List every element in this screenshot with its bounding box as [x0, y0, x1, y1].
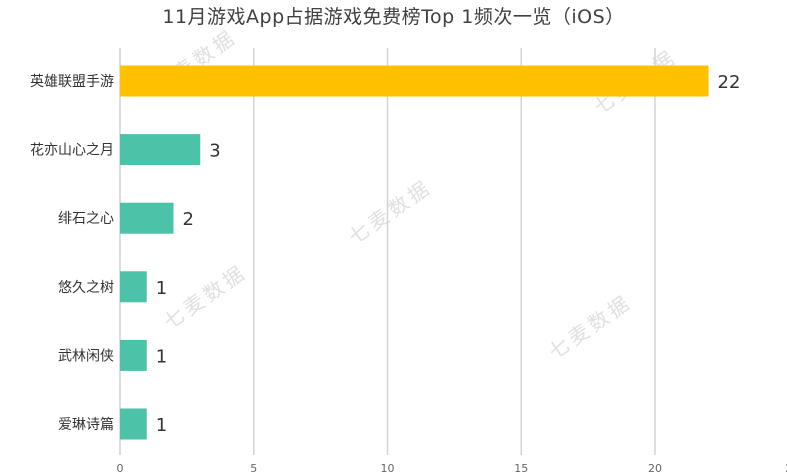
value-label: 22: [718, 72, 741, 93]
chart-title: 11月游戏App占据游戏免费榜Top 1频次一览（iOS）: [162, 6, 625, 28]
category-label: 花亦山心之月: [30, 143, 114, 159]
category-label: 悠久之树: [58, 280, 114, 296]
x-tick-label: 20: [648, 462, 662, 475]
bar: [120, 65, 709, 97]
bar: [120, 339, 147, 371]
watermark-text: 七麦数据: [344, 174, 436, 249]
category-label: 武林闲侠: [58, 348, 114, 364]
category-label: 英雄联盟手游: [30, 73, 114, 90]
gridlines: [119, 48, 656, 455]
bar: [120, 408, 147, 440]
x-tick-label: 5: [250, 462, 257, 475]
watermark-text: 七麦数据: [544, 289, 636, 364]
bar: [120, 271, 147, 303]
category-label: 绯石之心: [58, 211, 114, 227]
x-tick-label: 0: [117, 462, 124, 475]
bars: [120, 65, 709, 440]
x-tick-label: 15: [514, 462, 528, 475]
value-label: 3: [209, 141, 220, 162]
watermark-text: 七麦数据: [159, 259, 251, 334]
labels: 0 5 10 15 20 2 英雄联盟手游 22 花亦山心之月 3 绯石之心 2 悠久之树 1 武林闲侠 1 爱…: [30, 72, 787, 475]
value-label: 2: [183, 209, 194, 230]
value-label: 1: [156, 415, 167, 436]
value-label: 1: [156, 278, 167, 299]
bar: [120, 134, 201, 166]
category-label: 爱琳诗篇: [58, 417, 114, 433]
value-label: 1: [156, 346, 167, 367]
x-tick-label: 10: [381, 462, 395, 475]
bar: [120, 202, 174, 234]
x-tick-label: 2: [785, 462, 787, 475]
